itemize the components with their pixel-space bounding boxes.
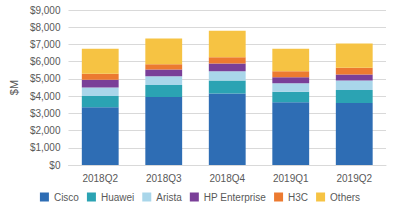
- svg-text:Cisco: Cisco: [54, 192, 79, 203]
- svg-text:$2,000: $2,000: [30, 125, 61, 136]
- svg-text:2018Q4: 2018Q4: [209, 173, 245, 184]
- svg-text:Huawei: Huawei: [101, 192, 134, 203]
- svg-text:$6,000: $6,000: [30, 56, 61, 67]
- svg-text:$0: $0: [49, 160, 61, 171]
- svg-text:$M: $M: [8, 80, 20, 95]
- svg-text:Arista: Arista: [156, 192, 182, 203]
- svg-text:$8,000: $8,000: [30, 22, 61, 33]
- svg-text:HP Enterprise: HP Enterprise: [204, 192, 267, 203]
- svg-text:2018Q2: 2018Q2: [82, 173, 118, 184]
- svg-text:$7,000: $7,000: [30, 39, 61, 50]
- svg-text:2019Q2: 2019Q2: [336, 173, 372, 184]
- svg-text:H3C: H3C: [288, 192, 308, 203]
- svg-text:2018Q3: 2018Q3: [146, 173, 182, 184]
- svg-text:$9,000: $9,000: [30, 5, 61, 16]
- svg-text:$1,000: $1,000: [30, 142, 61, 153]
- svg-text:$3,000: $3,000: [30, 108, 61, 119]
- svg-text:Others: Others: [330, 192, 360, 203]
- svg-text:$5,000: $5,000: [30, 73, 61, 84]
- svg-text:$4,000: $4,000: [30, 91, 61, 102]
- svg-text:2019Q1: 2019Q1: [273, 173, 309, 184]
